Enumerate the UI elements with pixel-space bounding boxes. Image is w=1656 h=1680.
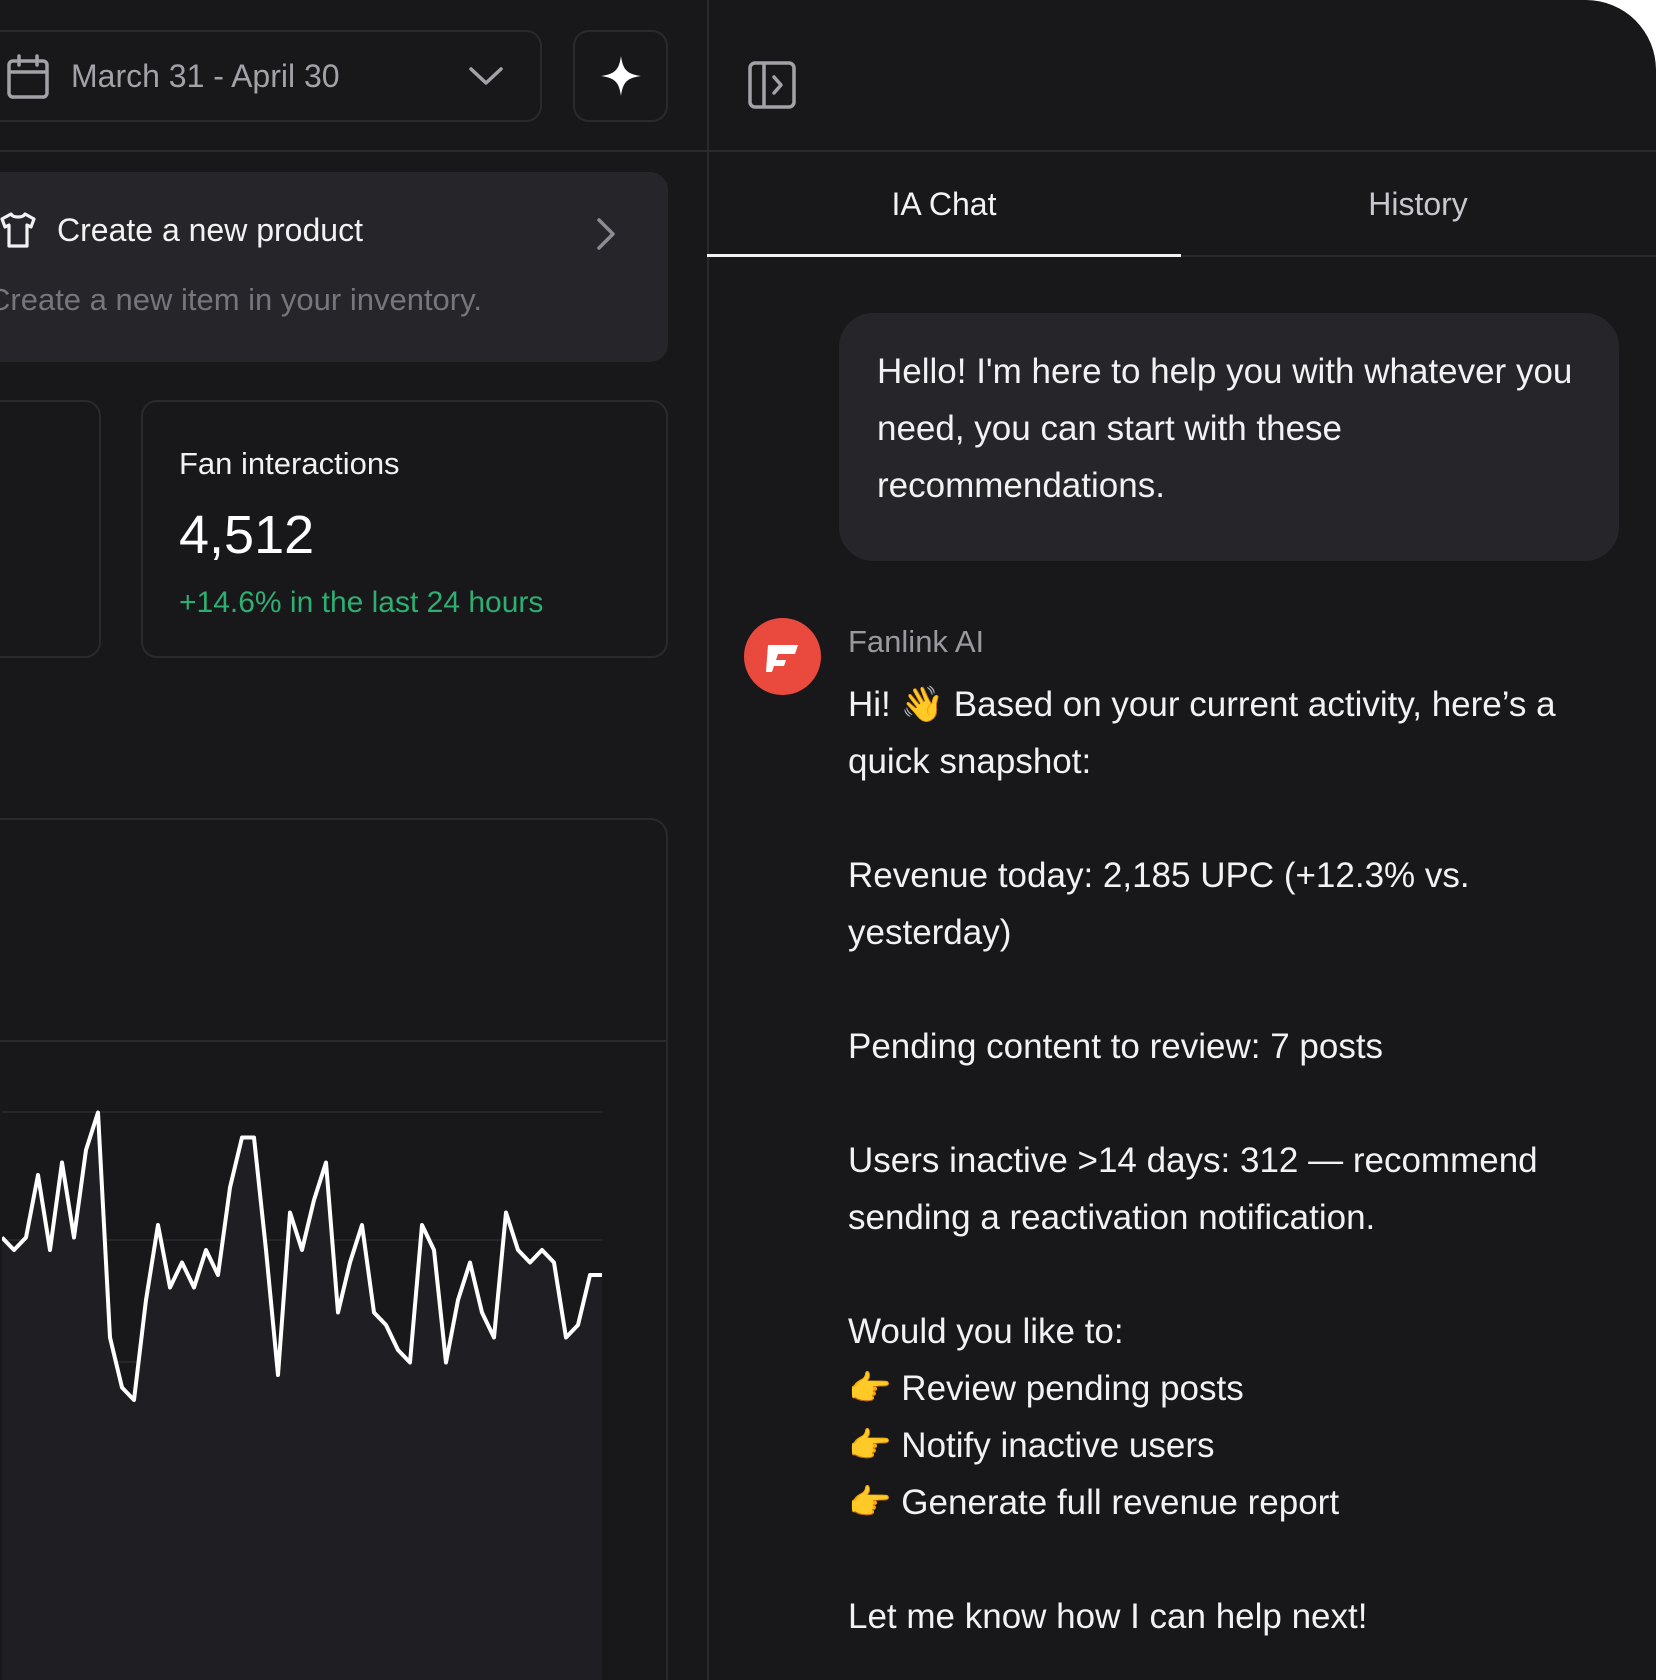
chart-point	[336, 1311, 340, 1315]
line-chart	[2, 1110, 604, 1680]
chevron-down-icon	[469, 67, 503, 85]
chart-point	[96, 1111, 100, 1115]
chart-point	[48, 1248, 52, 1252]
chart-point	[540, 1248, 544, 1252]
stat-card-partial	[0, 400, 101, 658]
chart-point	[372, 1311, 376, 1315]
dashboard-panel: March 31 - April 30 Create a new product…	[0, 0, 709, 1680]
chart-point	[108, 1336, 112, 1340]
chart-point	[36, 1173, 40, 1177]
chart-point	[24, 1236, 28, 1240]
ai-message: Hi! 👋 Based on your current activity, he…	[848, 676, 1628, 1645]
chart-point	[360, 1223, 364, 1227]
chart-point	[264, 1248, 268, 1252]
chart-series-line	[2, 1110, 602, 1402]
shirt-icon	[0, 212, 36, 248]
greeting-text: Hello! I'm here to help you with whateve…	[877, 352, 1573, 505]
tab-ia-chat[interactable]: IA Chat	[891, 186, 997, 222]
chart-point	[444, 1361, 448, 1365]
date-range-label: March 31 - April 30	[71, 58, 340, 94]
ai-message-closing: Let me know how I can help next!	[848, 1597, 1368, 1636]
fan-interactions-card: Fan interactions 4,512 +14.6% in the las…	[141, 400, 668, 658]
ai-sparkle-button[interactable]	[573, 30, 668, 122]
chart-point	[168, 1286, 172, 1290]
chart-point	[120, 1386, 124, 1390]
chart-point	[552, 1261, 556, 1265]
date-range-picker[interactable]: March 31 - April 30	[0, 30, 542, 122]
chart-point	[468, 1261, 472, 1265]
chart-point	[192, 1286, 196, 1290]
greeting-message-bubble: Hello! I'm here to help you with whateve…	[839, 313, 1619, 561]
fanlink-logo-icon	[766, 645, 798, 672]
stat-label: Fan interactions	[179, 446, 400, 481]
chart-point	[60, 1161, 64, 1165]
tab-history[interactable]: History	[1368, 186, 1468, 222]
chart-point	[384, 1323, 388, 1327]
chart-point	[504, 1211, 508, 1215]
ai-message-question: Would you like to:	[848, 1312, 1124, 1351]
chart-point	[588, 1273, 592, 1277]
active-tab-indicator	[707, 254, 1181, 257]
ai-message-pending: Pending content to review: 7 posts	[848, 1027, 1384, 1066]
ai-sender-name: Fanlink AI	[848, 624, 985, 659]
chart-card	[0, 818, 668, 1680]
chart-point	[528, 1261, 532, 1265]
tabs-divider	[1181, 255, 1656, 257]
stat-change: +14.6% in the last 24 hours	[179, 586, 544, 619]
chart-point	[72, 1236, 76, 1240]
chart-point	[576, 1323, 580, 1327]
chart-point	[480, 1311, 484, 1315]
chart-point	[144, 1298, 148, 1302]
calendar-icon	[7, 54, 49, 99]
ai-message-inactive: Users inactive >14 days: 312 — recommend…	[848, 1141, 1538, 1237]
chart-point	[564, 1336, 568, 1340]
suggestion-revenue-report[interactable]: 👉 Generate full revenue report	[848, 1483, 1340, 1522]
toolbar-divider	[0, 150, 707, 152]
create-product-card[interactable]: Create a new product Create a new item i…	[0, 172, 668, 362]
chart-point	[456, 1298, 460, 1302]
chart-point	[348, 1261, 352, 1265]
chart-point	[204, 1248, 208, 1252]
chart-point	[408, 1361, 412, 1365]
chart-point	[180, 1261, 184, 1265]
chart-point	[240, 1136, 244, 1140]
suggestion-notify-users[interactable]: 👉 Notify inactive users	[848, 1426, 1215, 1465]
chart-point	[324, 1161, 328, 1165]
chart-header-divider	[0, 1040, 666, 1042]
stat-value: 4,512	[179, 505, 315, 565]
chart-point	[84, 1148, 88, 1152]
chart-point	[156, 1223, 160, 1227]
ai-chat-panel: IA Chat History Hello! I'm here to help …	[707, 0, 1656, 1680]
chart-point	[420, 1223, 424, 1227]
chart-point	[396, 1348, 400, 1352]
chart-point	[216, 1273, 220, 1277]
chart-point	[432, 1248, 436, 1252]
sparkle-icon	[601, 56, 641, 96]
chart-point	[516, 1248, 520, 1252]
chart-point	[252, 1136, 256, 1140]
chart-point	[12, 1248, 16, 1252]
panel-toggle-icon[interactable]	[747, 60, 797, 110]
chart-point	[228, 1186, 232, 1190]
suggestion-review-posts[interactable]: 👉 Review pending posts	[848, 1369, 1244, 1408]
chart-point	[132, 1398, 136, 1402]
chart-point	[312, 1198, 316, 1202]
chevron-right-icon	[597, 218, 615, 250]
chart-point	[600, 1273, 604, 1277]
chart-area-fill	[2, 1112, 602, 1680]
ai-message-intro: Hi! 👋 Based on your current activity, he…	[848, 685, 1556, 781]
chart-point	[492, 1336, 496, 1340]
chart-point	[288, 1211, 292, 1215]
chart-point	[300, 1248, 304, 1252]
avatar	[744, 618, 821, 695]
create-product-subtitle: Create a new item in your inventory.	[0, 282, 482, 317]
chat-header-divider	[707, 150, 1656, 152]
ai-message-revenue: Revenue today: 2,185 UPC (+12.3% vs. yes…	[848, 856, 1470, 952]
chart-point	[276, 1373, 280, 1377]
create-product-title: Create a new product	[57, 212, 363, 248]
